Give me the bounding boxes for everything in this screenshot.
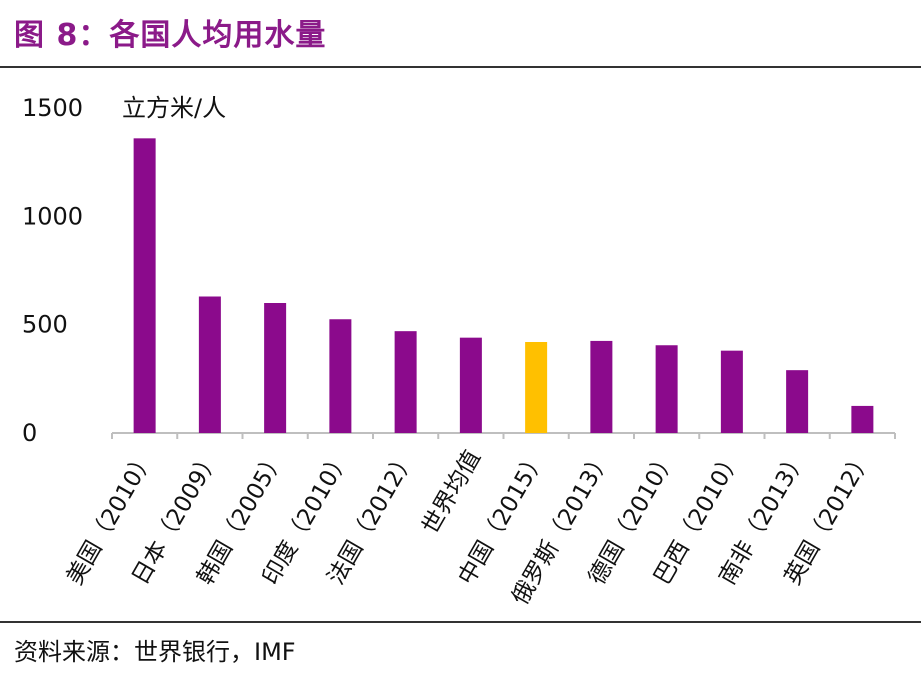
y-tick-label: 1500	[22, 94, 83, 122]
bar	[264, 303, 287, 433]
bar	[786, 370, 809, 433]
top-rule	[0, 66, 921, 68]
bar	[133, 138, 156, 433]
bar	[198, 296, 221, 433]
y-tick-label: 1000	[22, 202, 83, 230]
bar	[851, 405, 874, 433]
category-labels: 美国（2010）日本（2009）韩国（2005）印度（2010）法国（2012）…	[62, 446, 878, 609]
bar-chart: 0 500 1000 1500 立方米/人 美国（2010）日本（2009）韩国（20…	[22, 94, 896, 609]
y-axis-unit-label: 立方米/人	[122, 94, 226, 122]
source-note: 资料来源：世界银行，IMF	[14, 638, 296, 666]
y-axis-ticks: 0 500 1000 1500	[22, 94, 83, 447]
bar	[329, 319, 352, 433]
bar	[525, 342, 548, 433]
bar	[655, 345, 678, 433]
bar	[720, 350, 743, 433]
bars	[133, 138, 874, 433]
bottom-rule	[0, 621, 921, 623]
bar	[590, 340, 613, 433]
y-tick-label: 500	[22, 311, 68, 339]
category-label: 世界均值	[418, 446, 487, 539]
bar	[459, 337, 482, 433]
x-axis-ticks	[111, 433, 896, 439]
figure-title: 图 8：各国人均用水量	[14, 18, 327, 53]
bar	[394, 331, 417, 433]
y-tick-label: 0	[22, 419, 37, 447]
